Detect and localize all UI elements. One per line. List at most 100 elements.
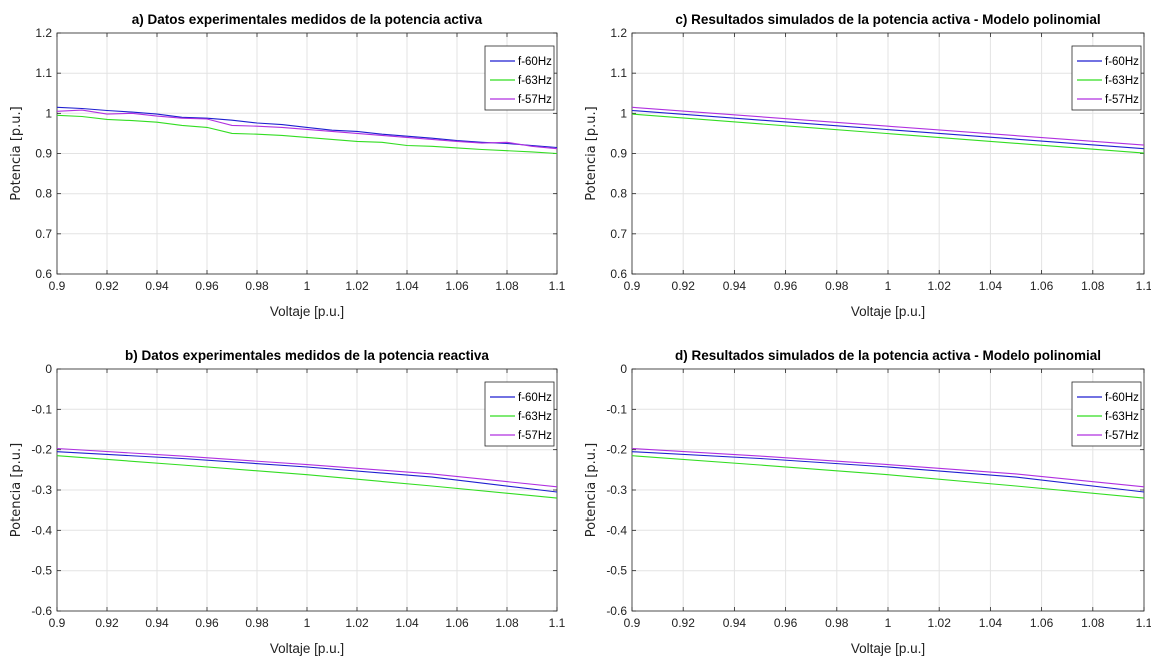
x-axis-label: Voltaje [p.u.]: [270, 641, 344, 656]
x-tick-label: 0.92: [672, 279, 696, 293]
y-tick-label: 1: [620, 106, 627, 120]
y-tick-label: -0.4: [31, 523, 52, 537]
chart-panel-1: 0.9 0.92 0.94 0.96 0.98 1 1.02 1.04 1.06 1.08 1.1 0…: [9, 12, 566, 319]
y-tick-label: 0.9: [610, 147, 627, 161]
chart-title: b) Datos experimentales medidos de la po…: [125, 348, 489, 363]
x-tick-label: 1.06: [445, 616, 469, 630]
x-tick-label: 1.1: [549, 616, 566, 630]
x-tick-label: 0.92: [95, 279, 119, 293]
y-tick-label: -0.5: [606, 564, 627, 578]
y-tick-label: -0.3: [606, 483, 627, 497]
legend-label: f-57Hz: [518, 94, 552, 106]
x-tick-label: 1.06: [1030, 616, 1054, 630]
x-tick-label: 0.98: [245, 279, 269, 293]
series-line-f-60hz: [632, 451, 1144, 493]
chart-title: d) Resultados simulados de la potencia a…: [675, 348, 1101, 363]
x-tick-label: 0.98: [825, 616, 849, 630]
x-tick-label: 0.94: [723, 279, 747, 293]
series-line-f-57hz: [57, 109, 557, 150]
legend-label: f-57Hz: [1105, 94, 1139, 106]
series-line-f-60hz: [57, 106, 557, 149]
x-tick-label: 1.08: [495, 279, 519, 293]
x-tick-label: 0.92: [95, 616, 119, 630]
x-tick-label: 1.02: [928, 279, 952, 293]
series-line-f-63hz: [57, 455, 557, 499]
x-axis-label: Voltaje [p.u.]: [270, 304, 344, 319]
x-tick-label: 1.08: [1081, 616, 1105, 630]
y-tick-label: 0.8: [35, 187, 52, 201]
x-tick-label: 1.04: [979, 616, 1003, 630]
series-line-f-60hz: [632, 109, 1144, 150]
y-tick-label: -0.4: [606, 523, 627, 537]
x-tick-label: 1.06: [445, 279, 469, 293]
y-axis-label: Potencia [p.u.]: [584, 443, 599, 537]
x-tick-label: 1.02: [345, 279, 369, 293]
series-line-f-63hz: [632, 113, 1144, 154]
x-tick-label: 0.96: [195, 279, 219, 293]
x-axis-label: Voltaje [p.u.]: [851, 641, 925, 656]
x-tick-label: 1.1: [1136, 616, 1151, 630]
y-tick-label: 0.6: [610, 267, 627, 281]
series-line-f-57hz: [632, 447, 1144, 488]
x-tick-label: 0.9: [49, 616, 66, 630]
y-tick-label: 0.7: [610, 227, 627, 241]
y-tick-label: -0.1: [606, 402, 627, 416]
x-tick-label: 0.98: [245, 616, 269, 630]
x-tick-label: 1.02: [928, 616, 952, 630]
x-tick-label: 1.02: [345, 616, 369, 630]
x-tick-label: 0.9: [49, 279, 66, 293]
series-line-f-60hz: [57, 451, 557, 493]
y-axis-label: Potencia [p.u.]: [584, 106, 599, 200]
legend-label: f-60Hz: [518, 392, 552, 404]
legend: f-60Hz f-63Hz f-57Hz: [484, 45, 555, 111]
y-tick-label: 1.1: [35, 66, 52, 80]
x-tick-label: 0.98: [825, 279, 849, 293]
x-tick-label: 0.94: [145, 616, 169, 630]
y-tick-label: -0.1: [31, 402, 52, 416]
legend-label: f-63Hz: [1105, 411, 1139, 423]
x-tick-label: 1: [885, 279, 892, 293]
x-tick-label: 0.96: [774, 279, 798, 293]
x-tick-label: 0.94: [145, 279, 169, 293]
x-tick-label: 0.94: [723, 616, 747, 630]
legend-label: f-60Hz: [1105, 392, 1139, 404]
y-tick-label: 1.2: [610, 26, 627, 40]
y-tick-label: 0.9: [35, 147, 52, 161]
y-tick-label: -0.6: [31, 604, 52, 618]
y-tick-label: 0.6: [35, 267, 52, 281]
y-tick-label: 1.2: [35, 26, 52, 40]
legend-label: f-57Hz: [1105, 430, 1139, 442]
chart-title: c) Resultados simulados de la potencia a…: [675, 12, 1100, 27]
y-tick-label: -0.2: [31, 443, 52, 457]
x-tick-label: 1.04: [979, 279, 1003, 293]
legend-label: f-63Hz: [518, 75, 552, 87]
series-line-f-63hz: [57, 114, 557, 155]
x-tick-label: 1.04: [395, 279, 419, 293]
chart-title: a) Datos experimentales medidos de la po…: [132, 12, 483, 27]
legend-label: f-63Hz: [518, 411, 552, 423]
y-tick-label: 0: [620, 362, 627, 376]
x-tick-label: 1.1: [549, 279, 566, 293]
x-tick-label: 0.9: [624, 279, 641, 293]
legend-label: f-60Hz: [1105, 56, 1139, 68]
series-line-f-57hz: [57, 447, 557, 488]
x-tick-label: 1: [885, 616, 892, 630]
chart-panel-2: 0.9 0.92 0.94 0.96 0.98 1 1.02 1.04 1.06 1.08 1.1 0…: [584, 12, 1151, 319]
x-axis-label: Voltaje [p.u.]: [851, 304, 925, 319]
y-tick-label: 1: [45, 106, 52, 120]
x-tick-label: 1.08: [495, 616, 519, 630]
x-tick-label: 0.96: [774, 616, 798, 630]
chart-panel-4: 0.9 0.92 0.94 0.96 0.98 1 1.02 1.04 1.06 1.08 1.1 -…: [584, 348, 1151, 656]
x-tick-label: 1: [304, 279, 311, 293]
x-tick-label: 1.08: [1081, 279, 1105, 293]
x-tick-label: 0.96: [195, 616, 219, 630]
y-axis-label: Potencia [p.u.]: [9, 443, 24, 537]
legend-label: f-57Hz: [518, 430, 552, 442]
y-tick-label: 0: [45, 362, 52, 376]
y-tick-label: -0.6: [606, 604, 627, 618]
series-line-f-57hz: [632, 106, 1144, 146]
legend-label: f-63Hz: [1105, 75, 1139, 87]
legend: f-60Hz f-63Hz f-57Hz: [484, 381, 555, 447]
x-tick-label: 1: [304, 616, 311, 630]
